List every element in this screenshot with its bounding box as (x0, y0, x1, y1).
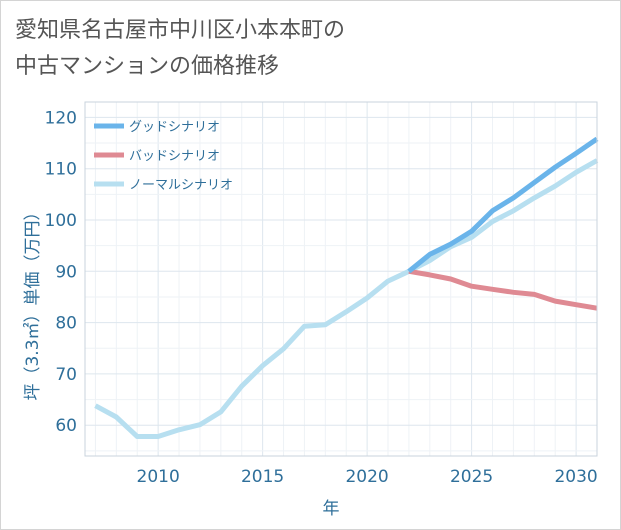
grid-lines (85, 102, 598, 456)
series-line-bad (408, 268, 598, 311)
plot-border (84, 101, 598, 457)
legend-label: バッドシナリオ (129, 149, 220, 164)
y-tick-label: 110 (45, 160, 77, 180)
series-line-normal (94, 158, 599, 439)
x-tick-label: 2030 (554, 467, 597, 487)
y-tick-label: 90 (55, 262, 77, 282)
y-axis-ticks: 60 70 80 90 100 110 120 (45, 108, 77, 436)
y-tick-label: 120 (45, 108, 77, 128)
x-tick-label: 2010 (137, 467, 180, 487)
series-lines (94, 136, 599, 439)
plot-frame (84, 101, 598, 457)
y-tick-label: 100 (45, 211, 77, 231)
x-axis-ticks: 2010 2015 2020 2025 2030 (137, 467, 598, 487)
x-tick-label: 2025 (450, 467, 493, 487)
x-tick-label: 2015 (241, 467, 284, 487)
legend-label: グッドシナリオ (129, 120, 220, 135)
y-axis-label: 坪（3.3㎡）単価（万円） (23, 203, 43, 400)
y-tick-label: 60 (55, 416, 77, 436)
x-axis-label: 年 (323, 499, 340, 519)
series-line-good (407, 136, 599, 274)
y-tick-label: 70 (55, 365, 77, 385)
y-tick-label: 80 (55, 314, 77, 334)
x-tick-label: 2020 (345, 467, 388, 487)
chart-title: 愛知県名古屋市中川区小本本町の 中古マンションの価格推移 (15, 18, 346, 79)
legend-label: ノーマルシナリオ (129, 178, 233, 193)
